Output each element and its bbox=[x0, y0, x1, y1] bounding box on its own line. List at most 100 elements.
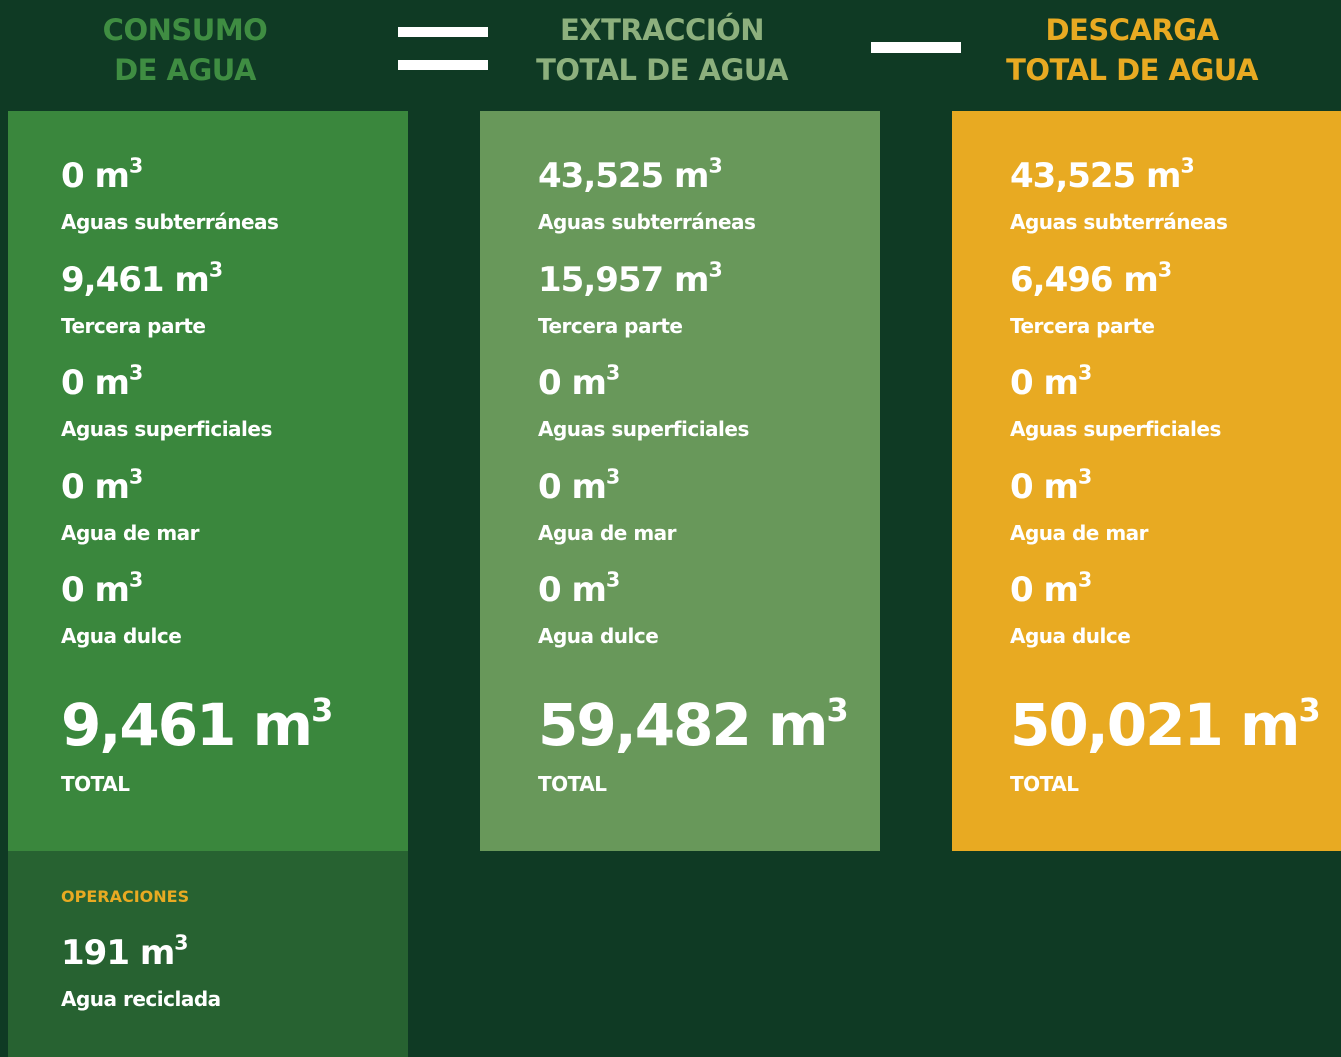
unit-exponent: 3 bbox=[128, 464, 143, 489]
unit: m bbox=[1043, 466, 1079, 507]
panel: 43,525 m3 Aguas subterráneas 15,957 m3 Terc… bbox=[480, 111, 880, 851]
unit-exponent: 3 bbox=[605, 360, 620, 385]
total-label: TOTAL bbox=[61, 772, 130, 796]
column-title: DESCARGA TOTAL DE AGUA bbox=[992, 10, 1272, 90]
value: 50,021 bbox=[1010, 691, 1224, 759]
column-title: EXTRACCIÓN TOTAL DE AGUA bbox=[522, 10, 802, 90]
value: 0 bbox=[1010, 363, 1034, 403]
item-label: Tercera parte bbox=[538, 313, 683, 338]
title-line: CONSUMO bbox=[102, 13, 268, 47]
item-label: Agua de mar bbox=[61, 520, 200, 545]
equals-bar bbox=[398, 60, 488, 70]
quantity: 9,461 m3 bbox=[61, 691, 333, 759]
unit-exponent: 3 bbox=[708, 257, 722, 282]
item-label: Aguas superficiales bbox=[61, 417, 272, 441]
unit: m bbox=[674, 259, 709, 300]
unit-exponent: 3 bbox=[128, 567, 143, 592]
unit-exponent: 3 bbox=[311, 691, 333, 730]
title-line: TOTAL DE AGUA bbox=[1006, 53, 1258, 87]
item-label: Agua dulce bbox=[61, 624, 182, 648]
unit-exponent: 3 bbox=[128, 360, 143, 385]
quantity: 50,021 m3 bbox=[1010, 691, 1321, 759]
value: 0 bbox=[61, 570, 85, 610]
unit-exponent: 3 bbox=[1077, 464, 1092, 489]
quantity: 0 m3 bbox=[61, 464, 143, 507]
value: 191 bbox=[61, 933, 130, 973]
item-label: Tercera parte bbox=[1010, 313, 1155, 338]
value: 0 bbox=[1010, 570, 1034, 610]
item-label: Agua dulce bbox=[1010, 624, 1131, 648]
quantity: 59,482 m3 bbox=[538, 691, 849, 759]
unit-exponent: 3 bbox=[605, 567, 620, 592]
unit: m bbox=[94, 466, 130, 507]
operations-label: Agua reciclada bbox=[61, 987, 221, 1011]
value: 9,461 bbox=[61, 691, 236, 759]
equals-bar bbox=[398, 27, 488, 37]
unit-exponent: 3 bbox=[1077, 360, 1092, 385]
quantity: 43,525 m3 bbox=[1010, 153, 1195, 196]
value: 6,496 bbox=[1010, 259, 1114, 300]
quantity: 0 m3 bbox=[61, 567, 143, 610]
quantity: 191 m3 bbox=[61, 930, 188, 973]
unit: m bbox=[252, 691, 313, 759]
item-label: Agua de mar bbox=[1010, 520, 1149, 545]
unit-exponent: 3 bbox=[1157, 257, 1172, 282]
unit-exponent: 3 bbox=[174, 930, 188, 955]
unit-exponent: 3 bbox=[128, 153, 143, 178]
value: 43,525 bbox=[538, 156, 664, 196]
total-label: TOTAL bbox=[538, 772, 607, 796]
unit: m bbox=[1123, 259, 1158, 300]
value: 0 bbox=[538, 570, 562, 610]
quantity: 0 m3 bbox=[538, 567, 620, 610]
unit-exponent: 3 bbox=[605, 464, 620, 489]
quantity: 9,461 m3 bbox=[61, 257, 223, 300]
quantity: 0 m3 bbox=[538, 360, 620, 403]
value: 0 bbox=[538, 363, 562, 403]
unit-exponent: 3 bbox=[826, 691, 848, 730]
quantity: 0 m3 bbox=[1010, 464, 1092, 507]
unit: m bbox=[571, 363, 607, 403]
quantity: 0 m3 bbox=[1010, 360, 1092, 403]
quantity: 6,496 m3 bbox=[1010, 257, 1172, 300]
item-label: Agua de mar bbox=[538, 520, 677, 545]
unit: m bbox=[571, 570, 607, 610]
value: 0 bbox=[61, 363, 85, 403]
unit-exponent: 3 bbox=[1180, 153, 1194, 178]
title-line: EXTRACCIÓN bbox=[559, 13, 765, 47]
total-label: TOTAL bbox=[1010, 772, 1079, 796]
operations-title: OPERACIONES bbox=[61, 887, 190, 906]
unit: m bbox=[1146, 156, 1181, 196]
minus-bar bbox=[871, 42, 961, 53]
quantity: 43,525 m3 bbox=[538, 156, 723, 196]
operations-panel: OPERACIONES 191 m3 Agua reciclada bbox=[8, 851, 408, 1057]
unit: m bbox=[768, 691, 828, 759]
unit-exponent: 3 bbox=[1077, 567, 1092, 592]
value: 0 bbox=[61, 156, 85, 196]
unit: m bbox=[571, 466, 607, 507]
value: 43,525 bbox=[1010, 156, 1136, 196]
unit: m bbox=[139, 933, 175, 973]
quantity: 0 m3 bbox=[61, 153, 143, 196]
column-title: CONSUMO DE AGUA bbox=[60, 10, 310, 90]
quantity: 0 m3 bbox=[538, 464, 620, 507]
unit: m bbox=[94, 363, 130, 403]
value: 9,461 bbox=[61, 259, 165, 300]
unit: m bbox=[94, 570, 130, 610]
value: 0 bbox=[1010, 466, 1034, 507]
panel: 0 m3 Aguas subterráneas 9,461 m3 Tercera pa… bbox=[8, 111, 408, 851]
item-label: Aguas subterráneas bbox=[61, 210, 279, 234]
value: 59,482 bbox=[538, 691, 752, 759]
value: 15,957 bbox=[538, 259, 664, 300]
title-line: DE AGUA bbox=[114, 53, 256, 87]
unit: m bbox=[1240, 691, 1300, 759]
item-label: Aguas superficiales bbox=[1010, 417, 1221, 441]
quantity: 15,957 m3 bbox=[538, 257, 723, 300]
item-label: Agua dulce bbox=[538, 624, 659, 648]
unit-exponent: 3 bbox=[208, 257, 223, 282]
unit: m bbox=[174, 259, 209, 300]
unit: m bbox=[1043, 570, 1079, 610]
title-line: DESCARGA bbox=[1045, 13, 1219, 47]
item-label: Aguas superficiales bbox=[538, 417, 749, 441]
unit: m bbox=[94, 156, 130, 196]
